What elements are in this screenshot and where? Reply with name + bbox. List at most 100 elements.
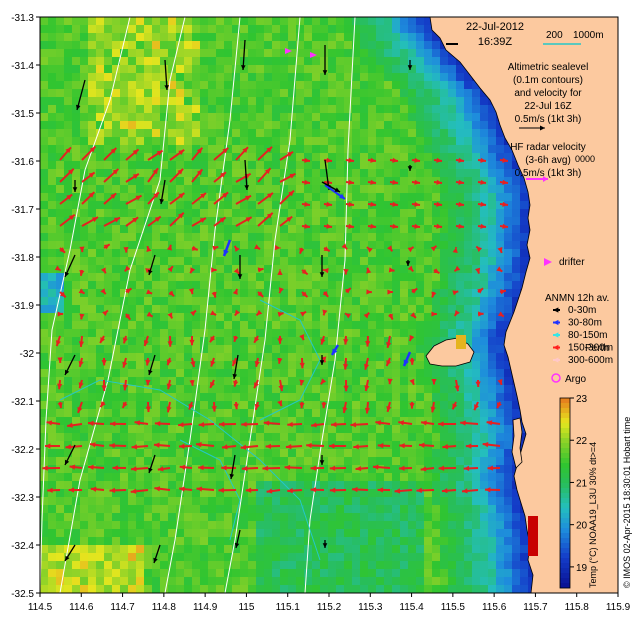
- sst-cell: [80, 97, 88, 105]
- sst-cell: [288, 353, 296, 361]
- sst-cell: [184, 313, 192, 321]
- sst-cell: [376, 577, 384, 585]
- sst-cell: [160, 81, 168, 89]
- sst-cell: [160, 25, 168, 33]
- sst-cell: [224, 441, 232, 449]
- sst-cell: [184, 529, 192, 537]
- sst-cell: [384, 569, 392, 577]
- sst-cell: [56, 345, 64, 353]
- sst-cell: [168, 425, 176, 433]
- sst-cell: [416, 297, 424, 305]
- sst-cell: [240, 241, 248, 249]
- sst-cell: [216, 449, 224, 457]
- sst-cell: [352, 153, 360, 161]
- sealevel-contour: [59, 17, 186, 593]
- sst-cell: [304, 401, 312, 409]
- hf-arrow-head: [342, 363, 349, 370]
- sst-cell: [368, 113, 376, 121]
- sst-cell: [376, 217, 384, 225]
- sst-cell: [400, 257, 408, 265]
- hf-arrow-head: [454, 385, 460, 392]
- sst-cell: [400, 249, 408, 257]
- sst-cell: [96, 361, 104, 369]
- sst-cell: [448, 169, 456, 177]
- sst-cell: [424, 449, 432, 457]
- sst-cell: [168, 521, 176, 529]
- sst-cell: [72, 97, 80, 105]
- sst-cell: [328, 73, 336, 81]
- sst-cell: [72, 233, 80, 241]
- sst-cell: [432, 89, 440, 97]
- sst-cell: [64, 353, 72, 361]
- sst-cell: [184, 513, 192, 521]
- sst-cell: [72, 137, 80, 145]
- hf-arrow-head: [68, 214, 75, 221]
- sst-cell: [472, 425, 480, 433]
- sst-cell: [464, 577, 472, 585]
- sst-cell: [376, 289, 384, 297]
- sst-cell: [272, 65, 280, 73]
- hf-arrow-head: [398, 420, 405, 426]
- sst-cell: [136, 265, 144, 273]
- sst-cell: [176, 481, 184, 489]
- sst-cell: [96, 345, 104, 353]
- sst-cell: [352, 185, 360, 193]
- hf-arrow-head: [245, 195, 252, 201]
- sst-cell: [360, 449, 368, 457]
- hf-arrow-head: [497, 311, 504, 317]
- sst-cell: [272, 41, 280, 49]
- hf-arrow-head: [299, 402, 305, 409]
- sst-cell: [408, 305, 416, 313]
- sst-cell: [472, 361, 480, 369]
- sst-cell: [456, 209, 464, 217]
- sst-cell: [248, 353, 256, 361]
- sst-cell: [136, 497, 144, 505]
- sst-cell: [320, 577, 328, 585]
- sst-cell: [352, 225, 360, 233]
- sst-cell: [432, 513, 440, 521]
- sst-cell: [64, 289, 72, 297]
- sst-cell: [400, 449, 408, 457]
- sst-cell: [496, 217, 504, 225]
- sst-cell: [208, 569, 216, 577]
- sst-cell: [368, 97, 376, 105]
- sst-cell: [384, 329, 392, 337]
- sst-cell: [408, 337, 416, 345]
- sst-cell: [72, 369, 80, 377]
- sst-cell: [360, 561, 368, 569]
- sst-cell: [80, 121, 88, 129]
- sst-cell: [72, 553, 80, 561]
- sst-cell: [72, 153, 80, 161]
- sst-cell: [512, 537, 520, 545]
- sst-cell: [272, 313, 280, 321]
- sst-cell: [280, 201, 288, 209]
- sst-cell: [224, 385, 232, 393]
- hf-arrow-head: [167, 312, 173, 319]
- sst-cell: [408, 33, 416, 41]
- sst-cell: [472, 113, 480, 121]
- sst-cell: [384, 113, 392, 121]
- sst-cell: [96, 137, 104, 145]
- sst-cell: [56, 433, 64, 441]
- sst-cell: [424, 369, 432, 377]
- sst-cell: [224, 313, 232, 321]
- sst-cell: [40, 449, 48, 457]
- sst-cell: [152, 257, 160, 265]
- hf-arrow-head: [166, 383, 172, 390]
- sst-cell: [128, 233, 136, 241]
- sst-cell: [408, 361, 416, 369]
- sst-cell: [56, 273, 64, 281]
- sst-cell: [176, 521, 184, 529]
- sst-cell: [432, 185, 440, 193]
- sst-cell: [480, 113, 488, 121]
- sst-cell: [184, 273, 192, 281]
- sst-cell: [408, 137, 416, 145]
- sst-cell: [304, 409, 312, 417]
- sst-cell: [472, 353, 480, 361]
- sst-cell: [496, 169, 504, 177]
- sst-cell: [400, 241, 408, 249]
- sst-cell: [96, 553, 104, 561]
- sst-cell: [304, 81, 312, 89]
- sst-cell: [64, 185, 72, 193]
- sst-cell: [376, 361, 384, 369]
